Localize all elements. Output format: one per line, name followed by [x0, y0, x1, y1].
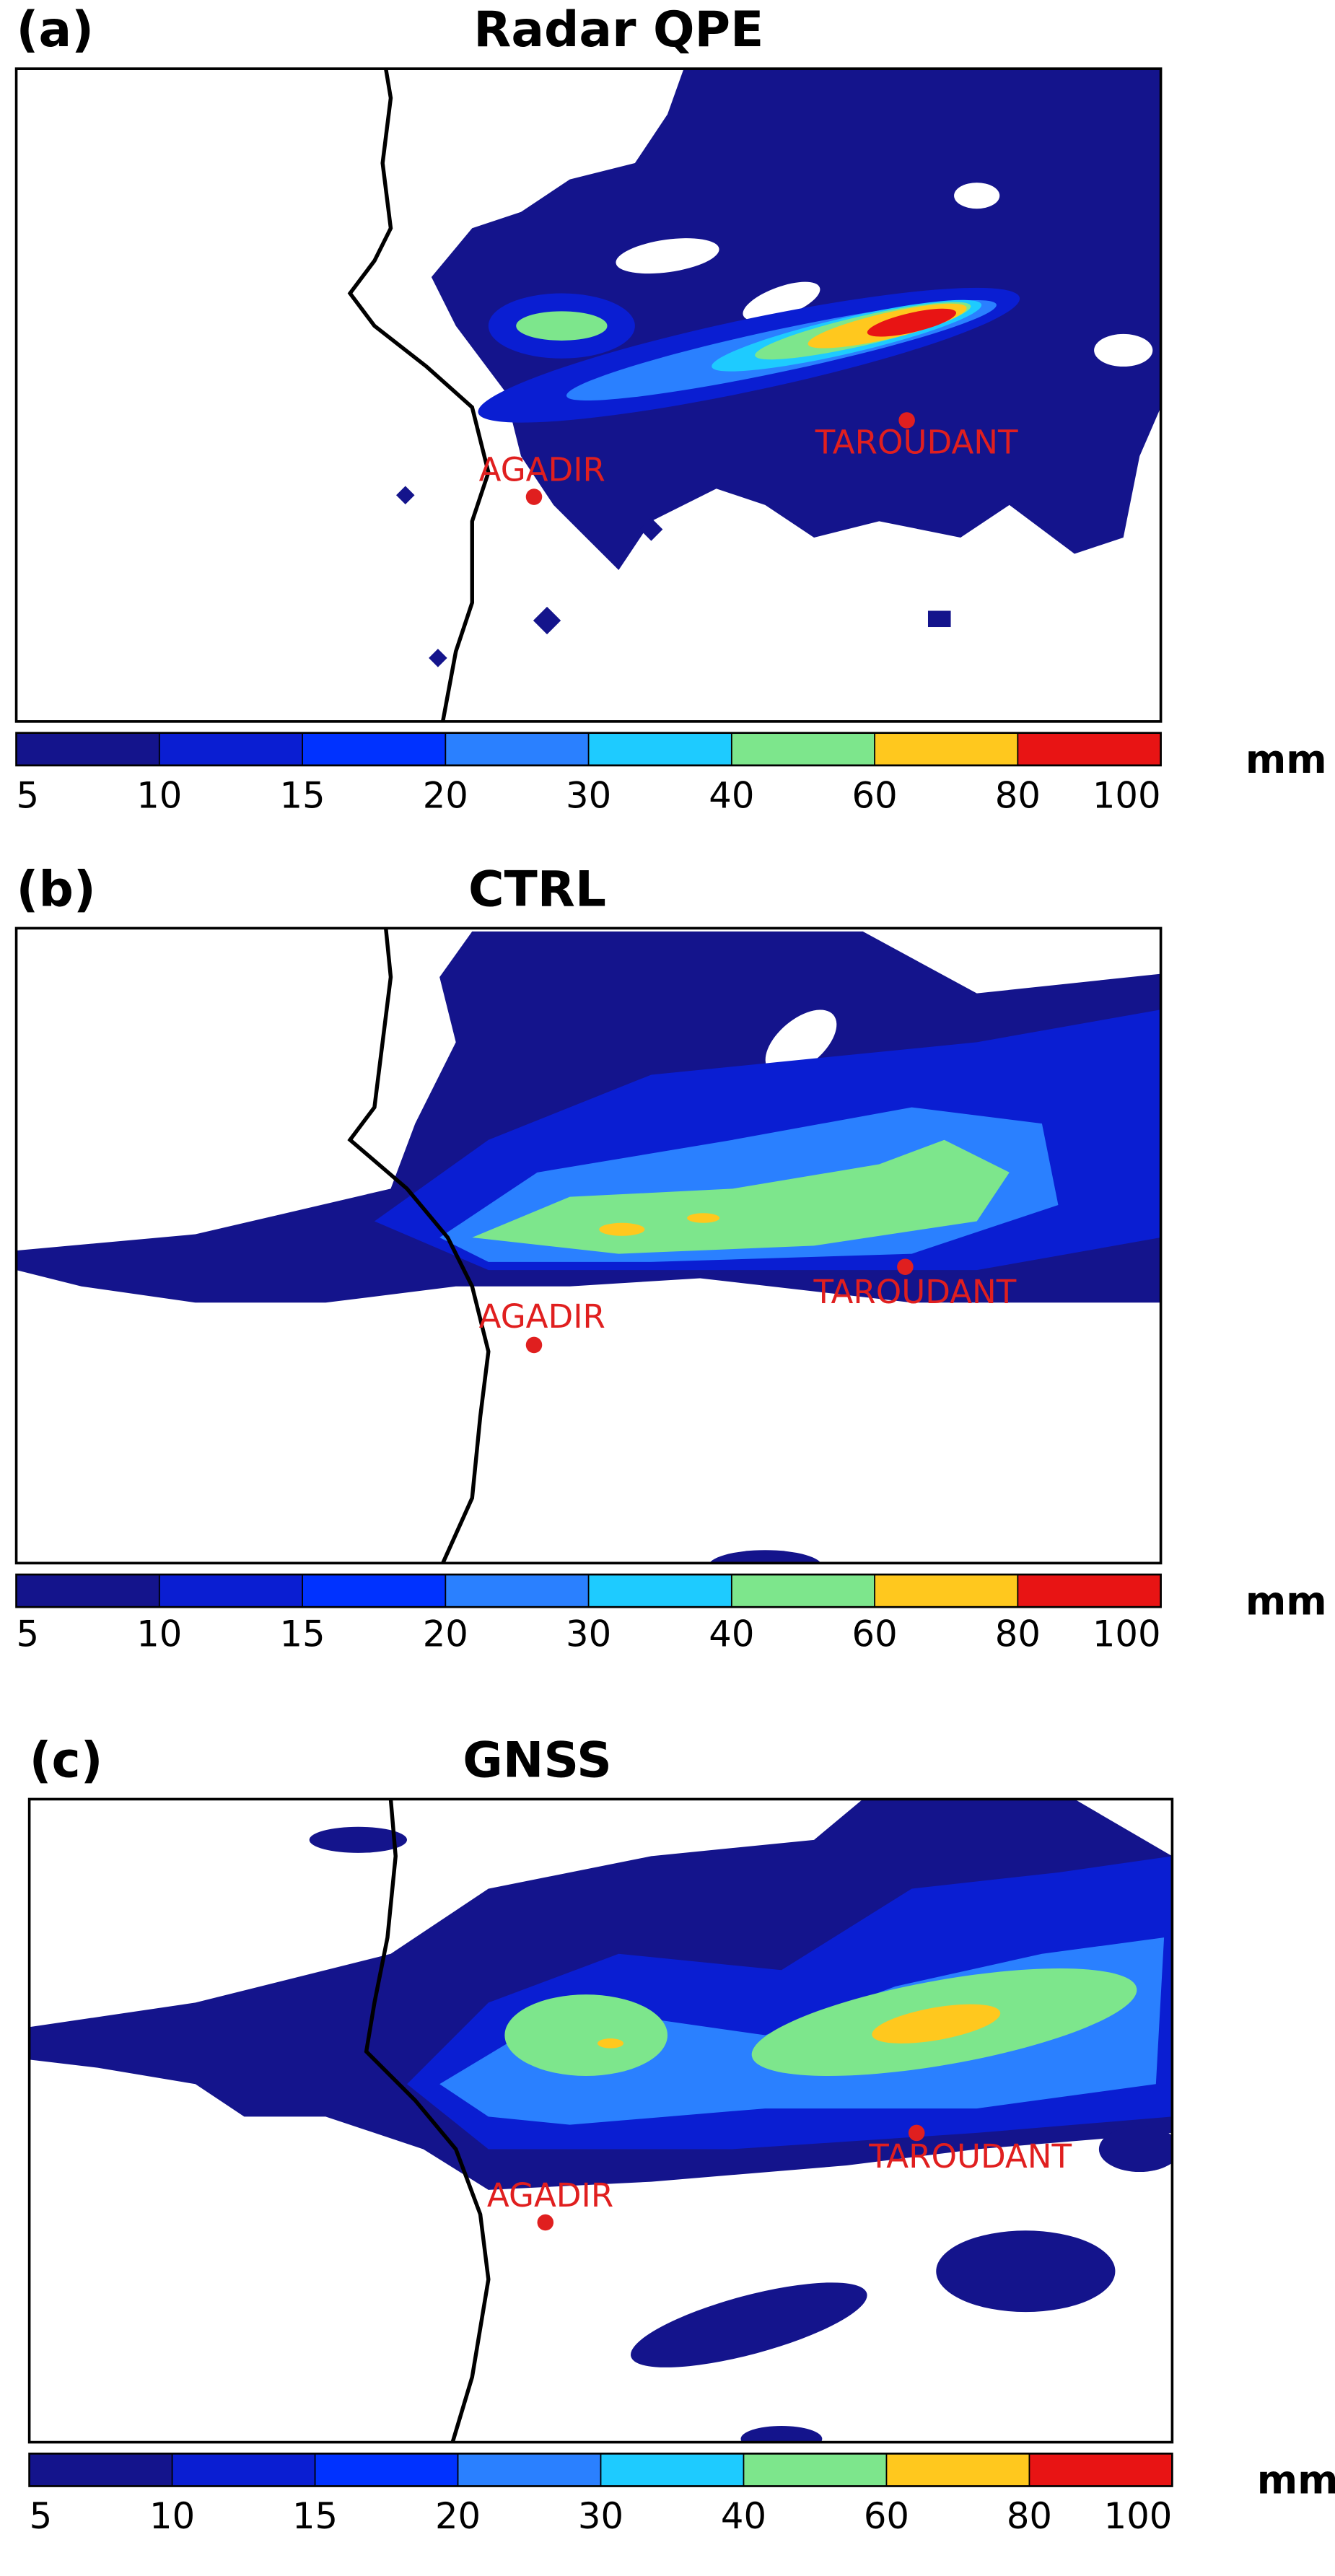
colorbar-unit: mm — [1246, 1578, 1327, 1624]
colorbar-tick-label: 15 — [279, 1613, 325, 1655]
colorbar-segment — [1017, 732, 1162, 766]
colorbar-segment — [29, 2453, 173, 2487]
colorbar-tick-label: 10 — [136, 774, 182, 816]
colorbar-tick-label: 5 — [30, 2495, 53, 2537]
colorbar-segment — [731, 732, 875, 766]
colorbar-segment — [875, 1574, 1019, 1608]
colorbar-tick-label: 40 — [709, 774, 754, 816]
colorbar-segment — [302, 732, 447, 766]
colorbar-segment — [588, 732, 732, 766]
city-label: AGADIR — [479, 1297, 605, 1336]
colorbar-tick-label: 10 — [136, 1613, 182, 1655]
colorbar-tick-label: 60 — [864, 2495, 909, 2537]
colorbar-segment — [16, 1574, 160, 1608]
colorbar-segment — [1017, 1574, 1162, 1608]
colorbar-tick-label: 30 — [566, 1613, 611, 1655]
colorbar-tick-label: 80 — [1007, 2495, 1052, 2537]
panel-title: GNSS — [463, 1731, 612, 1788]
colorbar-tick-label: 5 — [17, 1613, 40, 1655]
colorbar-tick-label: 20 — [423, 1613, 468, 1655]
colorbar-tick-label: 40 — [709, 1613, 754, 1655]
map-c — [27, 1797, 1174, 2444]
colorbar-tick-label: 10 — [149, 2495, 195, 2537]
colorbar-segment — [588, 1574, 732, 1608]
colorbar-tick-label: 100 — [1093, 1613, 1161, 1655]
colorbar-segment — [445, 1574, 590, 1608]
colorbar-tick-label: 15 — [279, 774, 325, 816]
colorbar-segment — [886, 2453, 1030, 2487]
colorbar-tick-label: 80 — [995, 774, 1041, 816]
colorbar-segment — [600, 2453, 745, 2487]
colorbar-tick-label: 30 — [578, 2495, 623, 2537]
colorbar-tick-label: 100 — [1104, 2495, 1173, 2537]
panel-title: CTRL — [468, 860, 606, 917]
colorbar-segment — [172, 2453, 316, 2487]
panel-title: Radar QPE — [473, 1, 763, 58]
colorbar-segment — [445, 732, 590, 766]
colorbar-segment — [1029, 2453, 1173, 2487]
colorbar-segment — [16, 732, 160, 766]
colorbar-tick-label: 20 — [423, 774, 468, 816]
colorbar-tick-label: 60 — [852, 774, 898, 816]
panel-label: (b) — [17, 860, 96, 917]
city-label: AGADIR — [487, 2176, 613, 2214]
city-label: AGADIR — [479, 451, 605, 489]
colorbar-tick-label: 40 — [721, 2495, 766, 2537]
colorbar-unit: mm — [1246, 737, 1327, 782]
colorbar-segment — [302, 1574, 447, 1608]
colorbar-segment — [875, 732, 1019, 766]
colorbar-segment — [159, 732, 303, 766]
city-label: TAROUDANT — [868, 2137, 1072, 2176]
colorbar-tick-label: 5 — [17, 774, 40, 816]
city-label: TAROUDANT — [813, 1273, 1016, 1311]
colorbar-tick-label: 60 — [852, 1613, 898, 1655]
colorbar-segment — [731, 1574, 875, 1608]
panel-label: (c) — [30, 1731, 103, 1788]
colorbar-tick-label: 15 — [292, 2495, 338, 2537]
map-a — [14, 67, 1163, 723]
colorbar-unit: mm — [1257, 2458, 1335, 2503]
colorbar-segment — [315, 2453, 459, 2487]
colorbar-segment — [159, 1574, 303, 1608]
map-b — [14, 926, 1163, 1565]
colorbar-tick-label: 20 — [435, 2495, 481, 2537]
colorbar-tick-label: 30 — [566, 774, 611, 816]
colorbar-segment — [743, 2453, 888, 2487]
panel-label: (a) — [17, 1, 95, 58]
colorbar-tick-label: 80 — [995, 1613, 1041, 1655]
city-label: TAROUDANT — [815, 423, 1018, 461]
colorbar-tick-label: 100 — [1093, 774, 1161, 816]
colorbar-segment — [458, 2453, 602, 2487]
